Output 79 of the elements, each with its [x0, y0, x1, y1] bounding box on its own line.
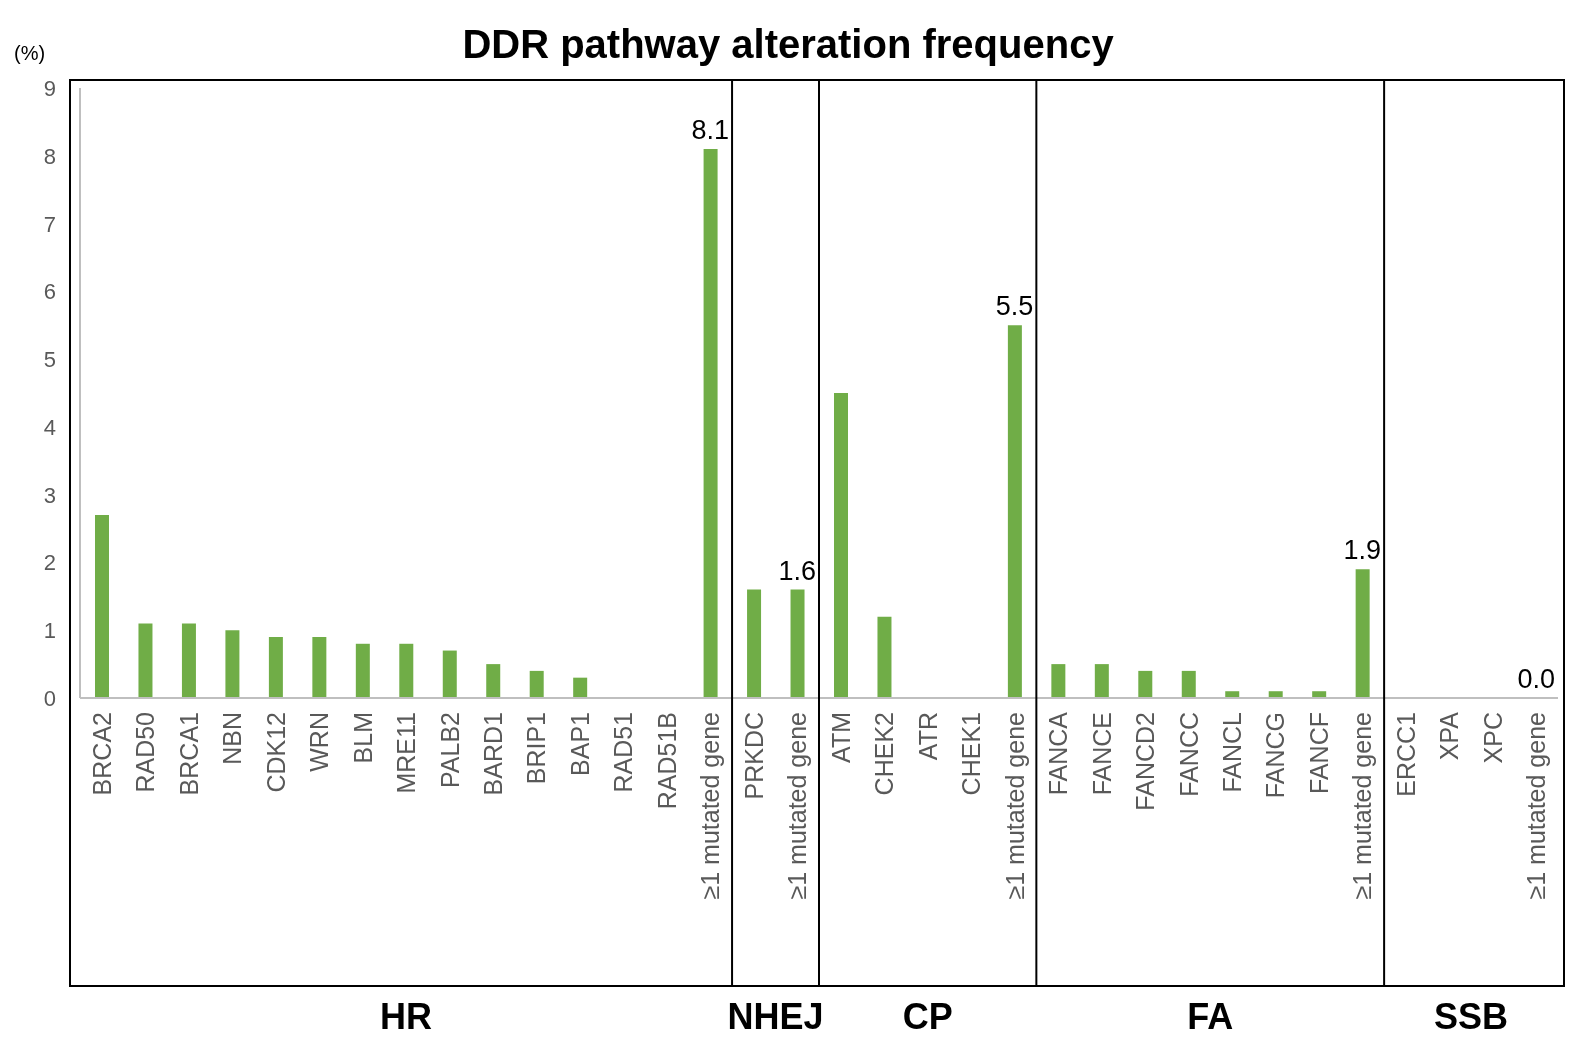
- data-label: 8.1: [691, 115, 730, 145]
- bar: [877, 616, 892, 698]
- x-tick-label: NBN: [218, 712, 247, 765]
- y-tick-label: 1: [43, 618, 56, 644]
- bar: [312, 637, 327, 698]
- x-tick-label: CHEK2: [870, 712, 899, 796]
- text: FA: [1186, 996, 1235, 1038]
- x-tick-label: FANCA: [1044, 711, 1073, 796]
- x-tick-label: ≥1 mutated gene: [1348, 712, 1377, 900]
- bar: [747, 589, 762, 698]
- x-tick-label: FANCC: [1174, 712, 1203, 797]
- x-tick-label: BRIP1: [522, 712, 551, 785]
- data-label: 0.0: [1517, 664, 1556, 694]
- bar: [1051, 664, 1066, 698]
- x-tick-label: BRCA2: [87, 712, 116, 796]
- y-axis-title: (%): [14, 42, 46, 65]
- bar: [1007, 325, 1022, 698]
- x-tick-label: FANCF: [1304, 712, 1333, 794]
- x-tick-label: ATM: [826, 712, 855, 763]
- text: NHEJ: [726, 996, 825, 1038]
- x-tick-label: PRKDC: [739, 712, 768, 800]
- bar: [573, 677, 588, 698]
- x-tick-label: ERCC1: [1391, 712, 1420, 797]
- bar: [355, 643, 370, 698]
- x-tick-label: MRE11: [392, 712, 421, 794]
- bar: [399, 643, 414, 698]
- bar: [138, 623, 153, 698]
- text: CP: [901, 996, 954, 1038]
- data-label: 5.5: [995, 291, 1034, 322]
- x-tick-label: XPC: [1478, 712, 1507, 764]
- x-tick-label: XPA: [1435, 711, 1464, 761]
- x-tick-label: RAD50: [131, 712, 160, 793]
- bar: [95, 515, 109, 698]
- text: HR: [379, 996, 433, 1038]
- x-tick-label: ATR: [913, 712, 942, 761]
- x-tick-label: ≥1 mutated gene: [1522, 712, 1551, 900]
- y-tick-label: 0: [43, 686, 56, 711]
- x-tick-label: FANCL: [1217, 711, 1246, 793]
- x-tick-label: FANCD2: [1131, 712, 1160, 811]
- x-tick-label: CDK12: [261, 712, 290, 793]
- y-tick-label: 7: [43, 211, 56, 237]
- bar: [834, 393, 848, 698]
- chart-title: DDR pathway alteration frequency: [462, 22, 1114, 66]
- x-tick-label: BAP1: [565, 712, 594, 776]
- x-tick-label: ≥1 mutated gene: [783, 712, 812, 900]
- x-tick-label: PALB2: [435, 712, 464, 788]
- data-label: 1.9: [1343, 535, 1382, 566]
- x-tick-label: ≥1 mutated gene: [1000, 712, 1029, 900]
- x-tick-label: BLM: [348, 712, 377, 764]
- bar: [1355, 569, 1370, 698]
- text: SSB: [1433, 996, 1510, 1038]
- data-label: 1.6: [778, 555, 817, 586]
- y-tick-label: 9: [43, 76, 56, 101]
- y-tick-label: 8: [43, 143, 56, 169]
- bar: [486, 664, 501, 698]
- y-tick-label: 5: [43, 347, 56, 373]
- bar: [181, 623, 196, 698]
- bar: [1181, 670, 1196, 698]
- bar: [225, 630, 240, 698]
- bar: [790, 589, 805, 698]
- x-tick-label: BRCA1: [174, 712, 203, 796]
- bar: [442, 650, 457, 698]
- x-tick-label: RAD51: [609, 712, 638, 793]
- bar: [268, 637, 283, 698]
- x-tick-label: FANCE: [1087, 712, 1116, 796]
- y-tick-label: 6: [43, 279, 56, 305]
- bar: [1094, 664, 1109, 698]
- bar: [1138, 670, 1153, 698]
- y-tick-label: 3: [43, 482, 56, 508]
- x-tick-label: CHEK1: [957, 712, 986, 796]
- y-tick-label: 4: [43, 414, 56, 440]
- x-tick-label: FANCG: [1261, 712, 1290, 799]
- x-tick-label: WRN: [305, 712, 334, 772]
- y-tick-label: 2: [43, 550, 56, 576]
- bar: [703, 149, 718, 698]
- bar: [529, 670, 544, 698]
- x-tick-label: RAD51B: [652, 712, 681, 810]
- x-tick-label: ≥1 mutated gene: [696, 712, 725, 900]
- x-tick-label: BARD1: [478, 712, 507, 796]
